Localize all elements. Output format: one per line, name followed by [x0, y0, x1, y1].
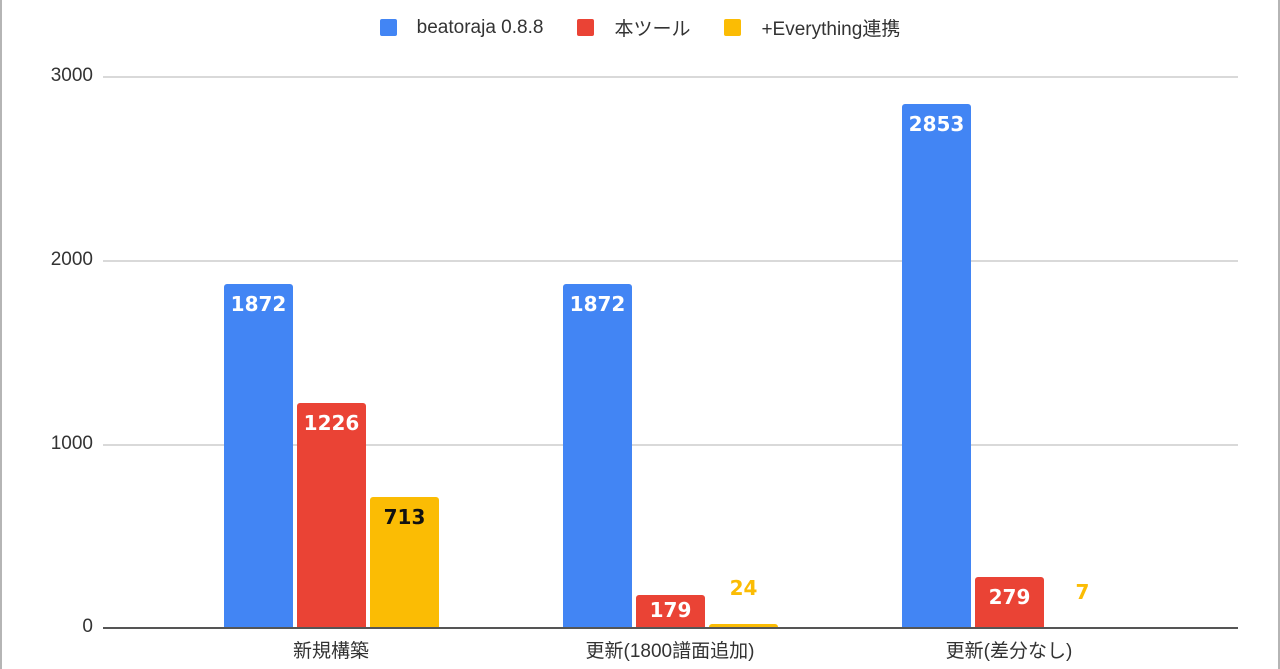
y-tick-0: 0: [82, 616, 93, 637]
legend-swatch-red: [577, 19, 595, 36]
x-axis-baseline: [103, 627, 1238, 629]
bar-value-label: 179: [649, 598, 692, 622]
legend-label: 本ツール: [614, 19, 691, 40]
legend-swatch-yellow: [724, 19, 742, 36]
y-tick-1000: 1000: [50, 433, 93, 454]
chart-legend: beatoraja 0.8.8 本ツール +Everything連携: [0, 14, 1280, 41]
bar-everything-update[interactable]: [709, 624, 778, 628]
bar-tool-nodiff[interactable]: 279: [975, 577, 1044, 628]
gridline-1000: [103, 444, 1238, 446]
legend-label: beatoraja 0.8.8: [416, 16, 544, 38]
bar-value-label: 1872: [569, 292, 626, 316]
plot-area: 1872 1226 713 1872 179 24 2853 279 7: [103, 0, 1238, 669]
y-tick-2000: 2000: [50, 249, 93, 270]
bar-value-label: 279: [988, 585, 1031, 609]
gridline-2000: [103, 260, 1238, 262]
x-label-new-build: 新規構築: [292, 641, 369, 662]
bar-tool-update[interactable]: 179: [636, 595, 705, 628]
bar-beatoraja-nodiff[interactable]: 2853: [902, 104, 971, 628]
bar-value-label: 1226: [303, 411, 360, 435]
legend-item-beatoraja[interactable]: beatoraja 0.8.8: [379, 14, 544, 41]
bar-value-label-outside: 24: [729, 576, 758, 600]
bar-beatoraja-update[interactable]: 1872: [563, 284, 632, 628]
x-label-update-1800: 更新(1800譜面追加): [585, 641, 755, 662]
bar-value-label: 2853: [908, 112, 965, 136]
bar-value-label: 1872: [230, 292, 287, 316]
legend-label: +Everything連携: [761, 19, 901, 40]
bar-value-label-outside: 7: [1075, 580, 1090, 604]
bar-value-label: 713: [383, 505, 426, 529]
legend-item-everything[interactable]: +Everything連携: [724, 14, 900, 41]
gridline-3000: [103, 76, 1238, 78]
x-label-update-nodiff: 更新(差分なし): [945, 641, 1073, 662]
y-tick-3000: 3000: [50, 65, 93, 86]
legend-item-tool[interactable]: 本ツール: [577, 14, 690, 41]
bar-beatoraja-new[interactable]: 1872: [224, 284, 293, 628]
bar-tool-new[interactable]: 1226: [297, 403, 366, 628]
legend-swatch-blue: [379, 19, 397, 36]
bar-everything-new[interactable]: 713: [370, 497, 439, 628]
